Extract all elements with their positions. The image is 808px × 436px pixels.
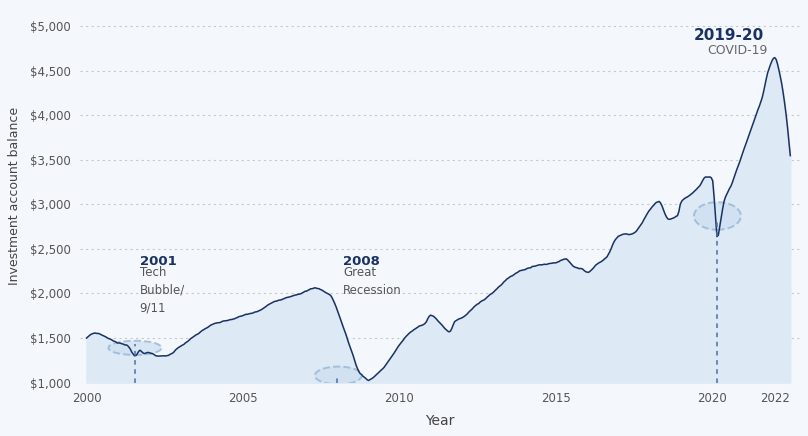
Y-axis label: Investment account balance: Investment account balance (8, 106, 21, 285)
Ellipse shape (315, 367, 362, 385)
Text: Tech
Bubble/
9/11: Tech Bubble/ 9/11 (140, 266, 185, 315)
Text: 2008: 2008 (343, 255, 380, 268)
Text: COVID-19: COVID-19 (707, 44, 768, 57)
Text: 2019-20: 2019-20 (693, 28, 764, 43)
Text: Great
Recession: Great Recession (343, 266, 402, 297)
Text: 2001: 2001 (140, 255, 176, 268)
Ellipse shape (694, 202, 741, 230)
Ellipse shape (108, 341, 162, 355)
X-axis label: Year: Year (425, 414, 455, 428)
